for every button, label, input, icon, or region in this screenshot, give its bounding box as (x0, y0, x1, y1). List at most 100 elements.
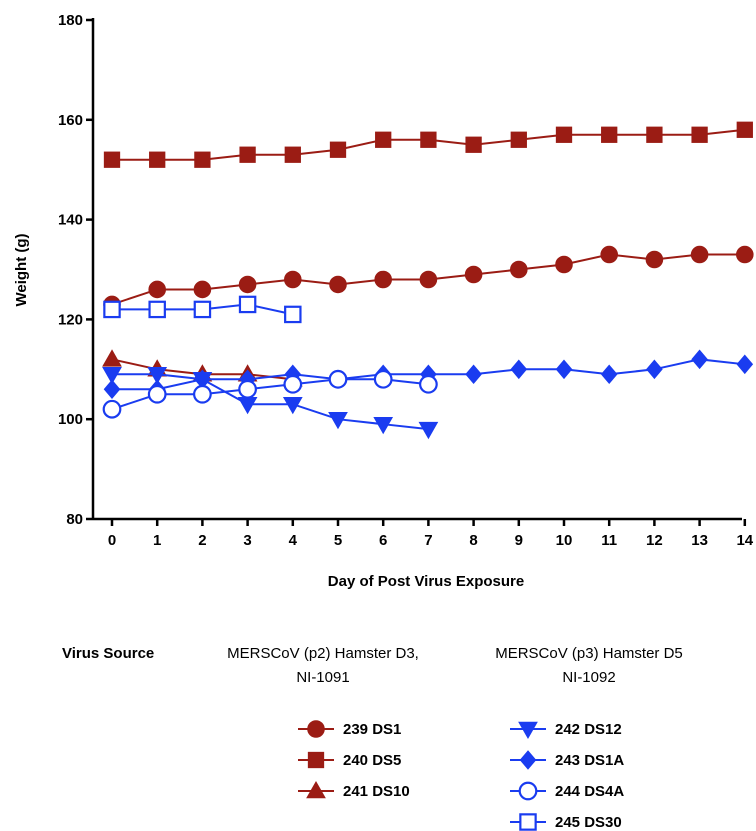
x-tick-label-1: 1 (153, 532, 161, 549)
legend-label-245-ds30: 245 DS30 (555, 814, 622, 831)
group2-source-line1: MERSCoV (p3) Hamster D5 (495, 645, 683, 662)
x-tick-label-9: 9 (515, 532, 523, 549)
data-point-240-ds5-7 (420, 131, 437, 148)
x-tick-label-12: 12 (646, 532, 663, 549)
legend-label-243-ds1a: 243 DS1A (555, 752, 624, 769)
legend-marker-242-ds12 (518, 721, 538, 740)
legend-label-242-ds12: 242 DS12 (555, 721, 622, 738)
data-point-240-ds5-12 (646, 126, 663, 143)
data-point-243-ds1a-14 (736, 354, 754, 375)
data-point-240-ds5-1 (149, 151, 166, 168)
data-point-244-ds4a-6 (373, 369, 393, 389)
data-point-239-ds1-10 (555, 255, 573, 274)
data-point-240-ds5-0 (103, 151, 121, 168)
data-point-245-ds30-0 (103, 300, 121, 319)
series-244-ds4a (102, 369, 438, 419)
data-point-244-ds4a-3 (238, 379, 257, 399)
legend-marker-239-ds1 (307, 720, 325, 738)
data-point-244-ds4a-5 (328, 369, 348, 389)
data-point-245-ds30-2 (193, 300, 212, 319)
group1-source-line1: MERSCoV (p2) Hamster D3, (227, 645, 419, 662)
data-point-239-ds1-8 (464, 265, 483, 284)
series-240-ds5 (103, 121, 753, 168)
data-point-239-ds1-6 (374, 270, 392, 289)
y-tick-label-100: 100 (58, 411, 83, 428)
legend-label-239-ds1: 239 DS1 (343, 721, 401, 738)
group2-source-line2: NI-1092 (562, 669, 615, 686)
x-axis-title: Day of Post Virus Exposure (328, 573, 524, 590)
y-tick-label-160: 160 (58, 112, 83, 129)
y-tick-label-140: 140 (58, 212, 83, 229)
y-tick-label-120: 120 (58, 311, 83, 328)
legend-item-240-ds5: 240 DS5 (298, 751, 401, 769)
data-point-239-ds1-13 (690, 245, 709, 264)
data-point-243-ds1a-9 (510, 359, 528, 380)
data-point-242-ds12-7 (418, 421, 439, 440)
legend-marker-245-ds30 (519, 813, 537, 831)
legend: 239 DS1 240 DS5 241 DS10 242 DS12 243 DS1A 24… (298, 720, 624, 831)
data-point-242-ds12-1 (147, 367, 168, 385)
data-point-240-ds5-13 (691, 126, 708, 143)
data-point-239-ds1-14 (736, 245, 754, 264)
x-tick-label-0: 0 (108, 532, 116, 549)
data-point-239-ds1-9 (510, 260, 528, 279)
x-tick-label-2: 2 (198, 532, 206, 549)
data-point-239-ds1-12 (645, 250, 664, 269)
y-tick-label-80: 80 (66, 511, 83, 528)
data-point-244-ds4a-7 (419, 374, 438, 394)
data-point-244-ds4a-4 (283, 374, 303, 394)
series-242-ds12 (102, 367, 439, 440)
data-point-244-ds4a-1 (147, 384, 167, 404)
data-point-239-ds1-3 (238, 275, 257, 294)
data-point-243-ds1a-8 (465, 364, 482, 385)
group1-source-line2: NI-1091 (296, 669, 349, 686)
virus-source-label: Virus Source (62, 645, 154, 662)
x-tick-label-14: 14 (736, 532, 753, 549)
x-tick-label-8: 8 (469, 532, 477, 549)
y-axis-title: Weight (g) (13, 233, 30, 306)
legend-label-244-ds4a: 244 DS4A (555, 783, 624, 800)
x-tick-label-10: 10 (556, 532, 573, 549)
x-tick-label-6: 6 (379, 532, 387, 549)
data-point-242-ds12-4 (282, 396, 303, 415)
data-point-239-ds1-2 (193, 280, 212, 299)
data-point-239-ds1-5 (329, 275, 347, 294)
data-point-240-ds5-2 (194, 151, 211, 168)
legend-item-245-ds30: 245 DS30 (510, 813, 622, 831)
data-point-242-ds12-0 (102, 367, 122, 385)
data-point-240-ds5-3 (239, 146, 256, 163)
data-point-244-ds4a-2 (193, 384, 212, 404)
data-point-243-ds1a-10 (555, 359, 573, 380)
data-point-240-ds5-8 (465, 136, 482, 153)
data-point-242-ds12-3 (237, 396, 258, 415)
legend-item-244-ds4a: 244 DS4A (510, 781, 624, 801)
legend-item-241-ds10: 241 DS10 (298, 780, 410, 800)
data-point-240-ds5-6 (375, 131, 392, 148)
data-point-245-ds30-4 (284, 305, 302, 324)
data-point-240-ds5-10 (555, 126, 573, 143)
data-point-240-ds5-9 (510, 131, 527, 148)
data-point-245-ds30-3 (238, 295, 257, 314)
series-245-ds30 (103, 295, 302, 324)
x-tick-label-4: 4 (289, 532, 298, 549)
data-point-245-ds30-1 (148, 300, 166, 319)
legend-item-242-ds12: 242 DS12 (510, 721, 622, 740)
legend-item-243-ds1a: 243 DS1A (510, 750, 624, 770)
data-point-243-ds1a-0 (103, 379, 121, 400)
data-point-239-ds1-11 (600, 245, 618, 264)
x-tick-label-11: 11 (601, 532, 617, 549)
data-point-242-ds12-5 (328, 411, 348, 430)
data-point-239-ds1-1 (148, 280, 166, 299)
x-tick-label-5: 5 (334, 532, 342, 549)
x-tick-label-7: 7 (424, 532, 432, 549)
x-tick-label-13: 13 (691, 532, 708, 549)
legend-marker-241-ds10 (306, 780, 326, 799)
data-point-242-ds12-6 (373, 416, 394, 435)
data-point-239-ds1-7 (419, 270, 438, 289)
data-point-243-ds1a-12 (646, 359, 663, 380)
data-point-240-ds5-4 (284, 146, 301, 163)
series-line-242-ds12 (112, 373, 429, 431)
y-tick-label-180: 180 (58, 12, 83, 29)
